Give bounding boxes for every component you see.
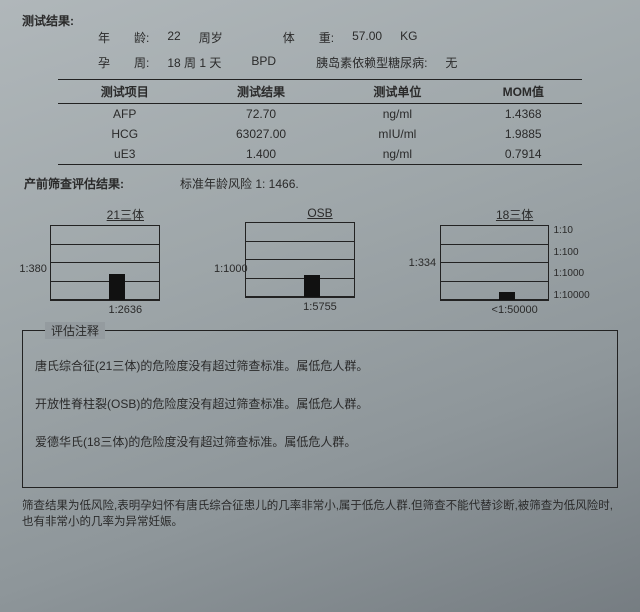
col-result: 测试结果: [192, 80, 331, 104]
note-line: 唐氏综合征(21三体)的危险度没有超过筛查标准。属低危人群。: [35, 357, 605, 375]
threshold-label: 1:334: [409, 257, 437, 269]
risk-bar: [499, 292, 515, 300]
chart-value: 1:2636: [50, 304, 200, 316]
results-label: 测试结果:: [22, 12, 74, 29]
threshold-label: 1:1000: [214, 263, 248, 275]
scale-tick: 1:10: [553, 225, 589, 236]
diabetes-value: 无: [445, 54, 457, 71]
assessment-text: 标准年龄风险 1: 1466.: [180, 175, 299, 192]
header-row-2: 孕 周: 18 周 1 天 BPD 胰岛素依赖型糖尿病: 无: [98, 54, 618, 71]
note-line: 爱德华氏(18三体)的危险度没有超过筛查标准。属低危人群。: [35, 433, 605, 451]
col-item: 测试项目: [58, 80, 192, 104]
chart-scale: 1:10 1:100 1:1000 1:10000: [549, 225, 589, 301]
table-row: AFP72.70ng/ml1.4368: [58, 104, 582, 125]
cell-unit: ng/ml: [330, 104, 464, 125]
bpd-label: BPD: [251, 54, 276, 71]
chart-value: <1:50000: [440, 304, 590, 316]
scale-tick: 1:10000: [553, 290, 589, 301]
col-mom: MOM值: [464, 80, 582, 104]
weight-unit: KG: [400, 29, 417, 46]
table-row: HCG63027.00mIU/ml1.9885: [58, 124, 582, 144]
header-section: 测试结果:: [22, 12, 618, 29]
risk-bar: [304, 275, 320, 297]
scale-tick: 1:1000: [553, 268, 589, 279]
cell-item: AFP: [58, 104, 192, 125]
chart-title: 21三体: [50, 206, 200, 223]
cell-item: uE3: [58, 144, 192, 165]
cell-result: 72.70: [192, 104, 331, 125]
table-row: uE31.400ng/ml0.7914: [58, 144, 582, 165]
age-unit: 周岁: [199, 29, 223, 46]
chart-18三体: 18三体 1:3341:10 1:100 1:1000 1:10000 <1:50000: [440, 206, 590, 316]
header-row-1: 年 龄: 22 周岁 体 重: 57.00 KG: [98, 29, 618, 46]
scale-tick: 1:100: [553, 247, 589, 258]
chart-grid: 1:334: [440, 225, 550, 301]
chart-OSB: OSB 1:1000 1:5755: [245, 206, 395, 316]
cell-result: 1.400: [192, 144, 331, 165]
assessment-label: 产前筛查评估结果:: [24, 175, 124, 192]
preg-label: 孕 周:: [98, 54, 149, 71]
table-header-row: 测试项目 测试结果 测试单位 MOM值: [58, 80, 582, 104]
threshold-label: 1:380: [19, 263, 47, 275]
col-unit: 测试单位: [330, 80, 464, 104]
assessment-row: 产前筛查评估结果: 标准年龄风险 1: 1466.: [24, 175, 618, 192]
preg-value: 18 周 1 天: [167, 54, 221, 71]
notes-title: 评估注释: [45, 322, 105, 339]
cell-item: HCG: [58, 124, 192, 144]
chart-21三体: 21三体 1:380 1:2636: [50, 206, 200, 316]
age-label: 年 龄:: [98, 29, 149, 46]
weight-label: 体 重:: [283, 29, 334, 46]
chart-title: OSB: [245, 206, 395, 220]
cell-mom: 1.4368: [464, 104, 582, 125]
chart-grid: 1:1000: [245, 222, 355, 298]
cell-unit: ng/ml: [330, 144, 464, 165]
risk-bar: [109, 274, 125, 300]
charts-row: 21三体1:3801:2636OSB1:10001:575518三体1:3341…: [28, 206, 612, 316]
cell-mom: 1.9885: [464, 124, 582, 144]
footer-text: 筛查结果为低风险,表明孕妇怀有唐氏综合征患儿的几率非常小,属于低危人群.但筛查不…: [22, 498, 618, 530]
notes-box: 评估注释 唐氏综合征(21三体)的危险度没有超过筛查标准。属低危人群。开放性脊柱…: [22, 330, 618, 488]
note-line: 开放性脊柱裂(OSB)的危险度没有超过筛查标准。属低危人群。: [35, 395, 605, 413]
age-value: 22: [167, 29, 180, 46]
results-table: 测试项目 测试结果 测试单位 MOM值 AFP72.70ng/ml1.4368H…: [58, 79, 582, 165]
cell-unit: mIU/ml: [330, 124, 464, 144]
weight-value: 57.00: [352, 29, 382, 46]
chart-value: 1:5755: [245, 301, 395, 313]
chart-title: 18三体: [440, 206, 590, 223]
cell-mom: 0.7914: [464, 144, 582, 165]
diabetes-label: 胰岛素依赖型糖尿病:: [316, 54, 427, 71]
cell-result: 63027.00: [192, 124, 331, 144]
chart-grid: 1:380: [50, 225, 160, 301]
